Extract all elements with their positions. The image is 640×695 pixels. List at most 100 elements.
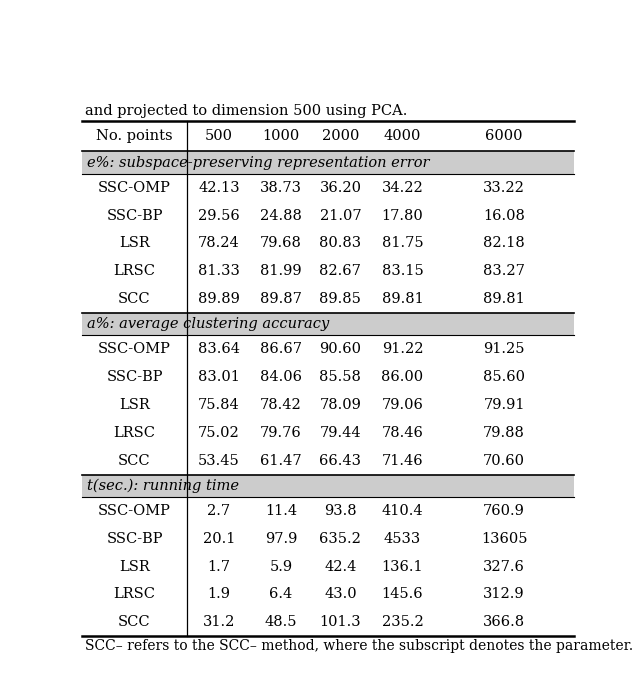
Text: SSC-OMP: SSC-OMP: [98, 343, 171, 357]
Text: LSR: LSR: [119, 559, 150, 573]
Text: 81.33: 81.33: [198, 264, 240, 278]
Text: 78.24: 78.24: [198, 236, 240, 250]
Text: 82.18: 82.18: [483, 236, 525, 250]
Text: SSC-BP: SSC-BP: [106, 208, 163, 222]
Text: 70.60: 70.60: [483, 454, 525, 468]
Text: 2000: 2000: [322, 129, 359, 143]
Text: 500: 500: [205, 129, 233, 143]
Text: 75.02: 75.02: [198, 426, 240, 440]
Text: 1.9: 1.9: [207, 587, 230, 601]
Text: 79.76: 79.76: [260, 426, 301, 440]
Text: 75.84: 75.84: [198, 398, 240, 412]
Text: 85.60: 85.60: [483, 370, 525, 384]
Text: 78.09: 78.09: [319, 398, 362, 412]
Text: 86.67: 86.67: [260, 343, 302, 357]
Text: 81.99: 81.99: [260, 264, 301, 278]
Text: 89.81: 89.81: [381, 292, 423, 306]
Text: 79.91: 79.91: [483, 398, 525, 412]
Text: 24.88: 24.88: [260, 208, 302, 222]
Bar: [83, 313, 573, 336]
Text: 36.20: 36.20: [319, 181, 362, 195]
Text: 33.22: 33.22: [483, 181, 525, 195]
Bar: [83, 475, 573, 497]
Text: 43.0: 43.0: [324, 587, 356, 601]
Text: SCC: SCC: [118, 292, 151, 306]
Text: 34.22: 34.22: [381, 181, 423, 195]
Text: 410.4: 410.4: [381, 504, 423, 518]
Text: 136.1: 136.1: [381, 559, 423, 573]
Text: 6000: 6000: [485, 129, 523, 143]
Text: 79.44: 79.44: [319, 426, 361, 440]
Text: 2.7: 2.7: [207, 504, 230, 518]
Text: LRSC: LRSC: [113, 587, 156, 601]
Text: 42.13: 42.13: [198, 181, 240, 195]
Text: LSR: LSR: [119, 398, 150, 412]
Text: SCC: SCC: [118, 615, 151, 629]
Text: LRSC: LRSC: [113, 426, 156, 440]
Text: 83.27: 83.27: [483, 264, 525, 278]
Text: 86.00: 86.00: [381, 370, 424, 384]
Text: 89.85: 89.85: [319, 292, 362, 306]
Text: 84.06: 84.06: [260, 370, 302, 384]
Text: 89.89: 89.89: [198, 292, 240, 306]
Text: 38.73: 38.73: [260, 181, 302, 195]
Text: 21.07: 21.07: [319, 208, 361, 222]
Text: 760.9: 760.9: [483, 504, 525, 518]
Text: 6.4: 6.4: [269, 587, 292, 601]
Text: SSC-OMP: SSC-OMP: [98, 504, 171, 518]
Text: 235.2: 235.2: [381, 615, 423, 629]
Text: 11.4: 11.4: [265, 504, 297, 518]
Text: 78.46: 78.46: [381, 426, 423, 440]
Text: 81.75: 81.75: [381, 236, 423, 250]
Text: 5.9: 5.9: [269, 559, 292, 573]
Text: 366.8: 366.8: [483, 615, 525, 629]
Text: SSC-OMP: SSC-OMP: [98, 181, 171, 195]
Text: 83.64: 83.64: [198, 343, 240, 357]
Text: 4000: 4000: [384, 129, 421, 143]
Text: SCC: SCC: [118, 454, 151, 468]
Text: 48.5: 48.5: [264, 615, 297, 629]
Text: 20.1: 20.1: [203, 532, 235, 546]
Text: 79.88: 79.88: [483, 426, 525, 440]
Text: 1000: 1000: [262, 129, 300, 143]
Text: 635.2: 635.2: [319, 532, 362, 546]
Text: 93.8: 93.8: [324, 504, 356, 518]
Text: 79.68: 79.68: [260, 236, 302, 250]
Text: 4533: 4533: [384, 532, 421, 546]
Text: 91.25: 91.25: [483, 343, 525, 357]
Text: 17.80: 17.80: [381, 208, 423, 222]
Text: 66.43: 66.43: [319, 454, 362, 468]
Text: 78.42: 78.42: [260, 398, 301, 412]
Text: 82.67: 82.67: [319, 264, 362, 278]
Text: 53.45: 53.45: [198, 454, 240, 468]
Text: 145.6: 145.6: [381, 587, 423, 601]
Text: 97.9: 97.9: [265, 532, 297, 546]
Text: No. points: No. points: [96, 129, 173, 143]
Text: 89.87: 89.87: [260, 292, 302, 306]
Text: 1.7: 1.7: [207, 559, 230, 573]
Text: 13605: 13605: [481, 532, 527, 546]
Text: t(sec.): running time: t(sec.): running time: [88, 479, 239, 493]
Text: 327.6: 327.6: [483, 559, 525, 573]
Text: 101.3: 101.3: [319, 615, 361, 629]
Text: 83.01: 83.01: [198, 370, 240, 384]
Text: 312.9: 312.9: [483, 587, 525, 601]
Text: SSC-BP: SSC-BP: [106, 532, 163, 546]
Text: 16.08: 16.08: [483, 208, 525, 222]
Text: 85.58: 85.58: [319, 370, 362, 384]
Text: 90.60: 90.60: [319, 343, 362, 357]
Text: 83.15: 83.15: [381, 264, 423, 278]
Text: 31.2: 31.2: [203, 615, 235, 629]
Text: 42.4: 42.4: [324, 559, 356, 573]
Text: a%: average clustering accuracy: a%: average clustering accuracy: [88, 317, 330, 332]
Text: e%: subspace-preserving representation error: e%: subspace-preserving representation e…: [88, 156, 430, 170]
Text: LRSC: LRSC: [113, 264, 156, 278]
Text: 80.83: 80.83: [319, 236, 362, 250]
Text: 79.06: 79.06: [381, 398, 423, 412]
Bar: [83, 152, 573, 174]
Text: SCC– refers to the SCC– method, where the subscript denotes the parameter.: SCC– refers to the SCC– method, where th…: [85, 639, 633, 653]
Text: SSC-BP: SSC-BP: [106, 370, 163, 384]
Text: 91.22: 91.22: [381, 343, 423, 357]
Text: LSR: LSR: [119, 236, 150, 250]
Text: 29.56: 29.56: [198, 208, 240, 222]
